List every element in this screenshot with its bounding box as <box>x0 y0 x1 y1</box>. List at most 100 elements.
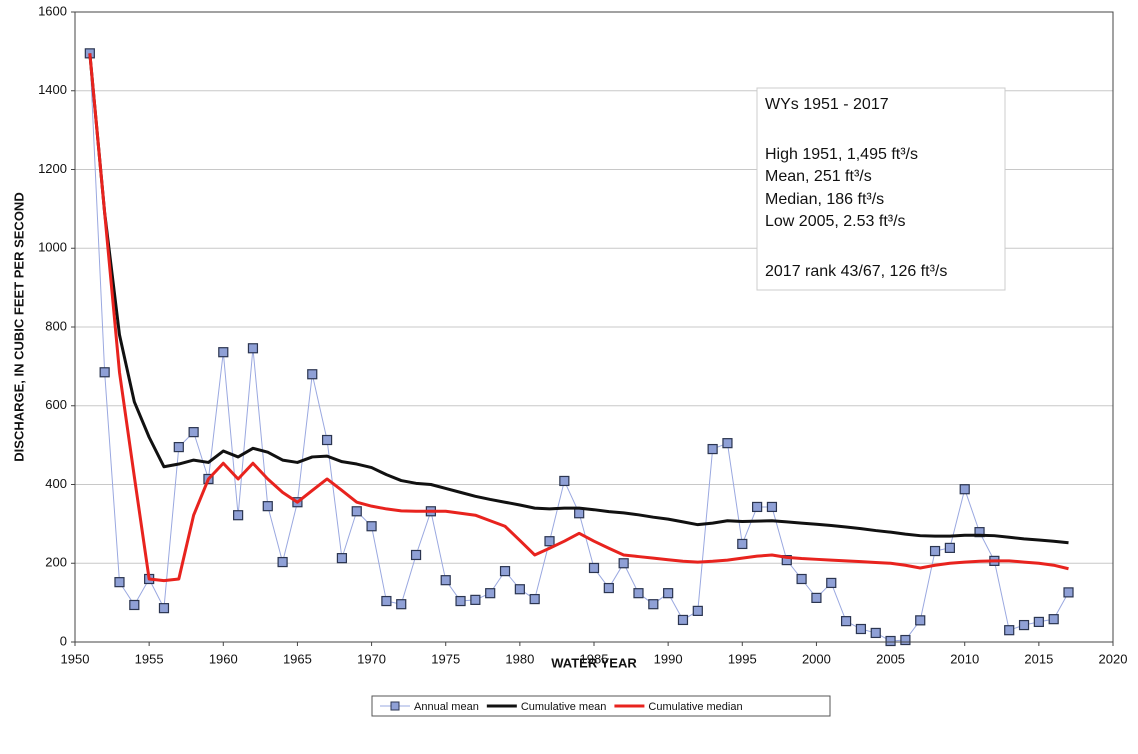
plot: WYs 1951 - 2017 High 1951, 1,495 ft³/s Mea… <box>84 48 1074 647</box>
marker <box>707 443 718 455</box>
legend-marker <box>390 701 400 711</box>
marker <box>396 599 407 610</box>
marker <box>766 501 778 513</box>
marker <box>129 599 140 611</box>
x-tick-label: 1990 <box>654 651 683 666</box>
y-tick-label: 0 <box>60 633 67 648</box>
x-tick-label: 1955 <box>135 651 164 666</box>
annotation-text: WYs 1951 - 2017 <box>765 96 889 113</box>
marker <box>796 573 807 585</box>
marker <box>840 616 852 627</box>
marker <box>929 545 941 557</box>
marker <box>944 542 955 553</box>
marker <box>692 605 703 616</box>
marker <box>855 623 867 635</box>
x-tick-label: 2010 <box>950 651 979 666</box>
marker <box>188 427 199 438</box>
x-tick-label: 2020 <box>1099 651 1128 666</box>
marker <box>277 556 288 568</box>
y-tick-label: 800 <box>45 318 67 333</box>
marker <box>870 627 881 639</box>
marker <box>1004 625 1015 636</box>
annotation-text: 2017 rank 43/67, 126 ft³/s <box>765 263 947 280</box>
series-line <box>88 53 1069 545</box>
legend: Annual mean Cumulative mean Cumulative med… <box>380 701 743 713</box>
marker <box>826 577 837 589</box>
marker <box>915 615 926 626</box>
marker <box>321 434 333 446</box>
y-axis-label: DISCHARGE, IN CUBIC FEET PER SECOND <box>11 192 26 461</box>
marker <box>781 554 792 566</box>
x-tick-label: 1995 <box>728 651 757 666</box>
marker <box>811 592 822 604</box>
marker <box>410 549 422 561</box>
legend-label: Cumulative mean <box>521 701 607 713</box>
marker <box>633 588 644 599</box>
marker <box>114 577 125 588</box>
annotation-text: Mean, 251 ft³/s <box>765 168 872 185</box>
marker <box>752 501 763 513</box>
y-tick-label: 1400 <box>38 82 67 97</box>
x-tick-label: 1960 <box>209 651 238 666</box>
marker <box>588 562 600 574</box>
annotation-text: High 1951, 1,495 ft³/s <box>765 146 918 163</box>
y-tick-label: 200 <box>45 555 67 570</box>
marker <box>455 595 466 607</box>
legend-label: Annual mean <box>414 701 479 713</box>
marker <box>663 588 674 599</box>
marker <box>158 603 170 614</box>
x-tick-label: 2005 <box>876 651 905 666</box>
marker <box>574 508 585 519</box>
x-tick-label: 1975 <box>431 651 460 666</box>
marker <box>233 510 244 521</box>
plot-frame <box>74 11 1114 643</box>
marker <box>470 594 481 605</box>
marker <box>737 538 748 550</box>
marker <box>307 369 318 380</box>
y-tick-label: 1200 <box>38 161 67 176</box>
marker <box>959 484 970 495</box>
marker <box>99 367 110 378</box>
y-tick-label: 400 <box>45 476 67 491</box>
x-tick-label: 1950 <box>61 651 90 666</box>
marker <box>900 634 911 646</box>
marker <box>247 343 259 354</box>
x-tick-label: 2000 <box>802 651 831 666</box>
x-tick-label: 1980 <box>505 651 534 666</box>
x-tick-label: 2015 <box>1024 651 1053 666</box>
marker <box>514 584 525 595</box>
marker <box>499 566 511 577</box>
y-tick-label: 1000 <box>38 240 67 255</box>
marker <box>648 599 659 610</box>
marker <box>173 441 184 453</box>
marker <box>885 635 896 647</box>
marker <box>618 558 629 569</box>
marker <box>262 501 273 512</box>
x-axis-label: WATER YEAR <box>551 655 637 670</box>
marker <box>1063 587 1074 598</box>
marker <box>218 347 229 358</box>
y-tick-label: 1600 <box>38 3 67 18</box>
x-tick-label: 1965 <box>283 651 312 666</box>
marker <box>381 595 392 607</box>
marker <box>1033 616 1044 628</box>
x-tick-label: 1985 <box>580 651 609 666</box>
marker <box>722 438 733 449</box>
marker <box>559 475 570 487</box>
annotation-text: Low 2005, 2.53 ft³/s <box>765 213 906 230</box>
marker <box>485 588 496 599</box>
marker <box>603 582 614 594</box>
legend-box <box>371 695 831 717</box>
annotation-text: Median, 186 ft³/s <box>765 191 884 208</box>
marker <box>544 536 555 547</box>
marker <box>336 553 348 564</box>
marker <box>529 593 540 605</box>
marker <box>1048 614 1059 625</box>
x-tick-label: 1970 <box>357 651 386 666</box>
legend-label: Cumulative median <box>648 701 742 713</box>
marker <box>1018 619 1030 631</box>
marker <box>677 614 689 626</box>
marker <box>366 521 377 532</box>
y-tick-label: 600 <box>45 397 67 412</box>
